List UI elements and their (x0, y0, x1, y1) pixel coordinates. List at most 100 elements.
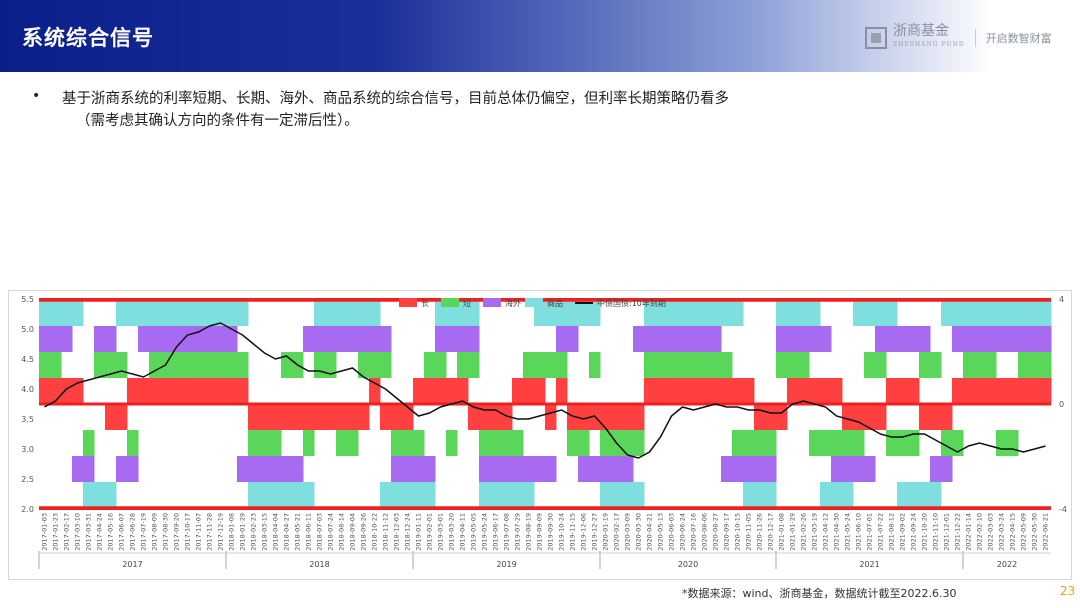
x-tick-label: 2018-08-14 (338, 513, 346, 551)
x-tick-label: 2018-04-27 (283, 513, 291, 551)
page-title: 系统综合信号 (22, 26, 154, 50)
signal-bar-overseas (237, 456, 249, 482)
signal-bar-short (842, 430, 854, 456)
signal-bar-long (259, 404, 271, 430)
signal-bar-short (985, 352, 997, 378)
signal-bar-overseas (380, 326, 392, 352)
x-tick-label: 2018-09-04 (349, 513, 357, 551)
x-tick-label: 2021-04-30 (833, 513, 841, 551)
signal-bar-short (644, 352, 656, 378)
signal-bar-short (369, 352, 381, 378)
x-tick-label: 2019-06-17 (492, 513, 500, 551)
signal-bar-commodity (820, 482, 832, 508)
data-source-footnote: *数据来源：wind、浙商基金，数据统计截至2022.6.30 (682, 587, 957, 600)
signal-bar-commodity (457, 300, 469, 326)
x-tick-label: 2019-02-01 (426, 513, 434, 551)
signal-bar-long (105, 404, 117, 430)
signal-bar-long (435, 378, 447, 404)
signal-bar-commodity (545, 300, 557, 326)
signal-bar-short (1007, 430, 1019, 456)
signal-bar-long (369, 378, 381, 404)
x-tick-label: 2021-07-01 (866, 513, 874, 551)
signal-bar-long (215, 378, 227, 404)
signal-bar-commodity (215, 300, 227, 326)
x-tick-label: 2020-06-24 (679, 513, 687, 551)
y-right-tick-label: 0 (1059, 400, 1064, 409)
signal-bar-overseas (303, 326, 315, 352)
signal-bar-short (336, 430, 348, 456)
signal-bar-long (556, 378, 568, 404)
signal-bar-overseas (732, 456, 744, 482)
signal-bar-long (666, 378, 678, 404)
signal-bar-long (831, 378, 843, 404)
signal-bar-overseas (721, 456, 733, 482)
signal-bar-overseas (963, 326, 975, 352)
signal-bar-overseas (787, 326, 799, 352)
signal-bar-long (50, 378, 62, 404)
signal-bar-overseas (853, 456, 865, 482)
signal-bar-commodity (974, 300, 986, 326)
signal-bar-long (182, 378, 194, 404)
signal-bar-commodity (237, 300, 249, 326)
x-tick-label: 2017-01-23 (52, 513, 60, 551)
signal-bar-overseas (391, 456, 403, 482)
logo-sub-text: ZHESHANG FUND (893, 41, 965, 48)
signal-bar-long (226, 378, 238, 404)
year-label: 2020 (678, 560, 698, 569)
signal-bar-short (193, 352, 205, 378)
signal-bar-commodity (116, 300, 128, 326)
x-tick-label: 2021-10-20 (921, 513, 929, 551)
x-tick-label: 2022-02-10 (976, 513, 984, 551)
signal-bar-commodity (512, 482, 524, 508)
brand-logo: 浙商基金 ZHESHANG FUND 开启数智财富 (865, 24, 1052, 52)
signal-bar-overseas (600, 456, 612, 482)
signal-bar-overseas (941, 456, 953, 482)
signal-bar-overseas (897, 326, 909, 352)
signal-bar-long (897, 378, 909, 404)
signal-bar-short (864, 352, 876, 378)
signal-bar-short (820, 430, 832, 456)
signal-bar-long (1029, 378, 1041, 404)
signal-bar-short (347, 430, 359, 456)
logo-slogan: 开启数智财富 (985, 32, 1052, 45)
signal-bar-short (39, 352, 51, 378)
signal-bar-overseas (171, 326, 183, 352)
x-tick-label: 2019-12-06 (580, 513, 588, 551)
signal-bar-overseas (633, 326, 645, 352)
signal-bar-short (402, 430, 414, 456)
signal-bar-short (853, 430, 865, 456)
signal-bar-overseas (1007, 326, 1019, 352)
signal-bar-commodity (468, 300, 480, 326)
signal-bar-short (688, 352, 700, 378)
y-tick-label: 4.5 (21, 355, 34, 364)
x-tick-label: 2019-04-11 (459, 513, 467, 551)
x-tick-label: 2021-08-12 (888, 513, 896, 551)
signal-bar-commodity (655, 300, 667, 326)
signal-bar-overseas (292, 456, 304, 482)
signal-bar-long (974, 378, 986, 404)
x-tick-label: 2021-11-10 (932, 513, 940, 551)
signal-chart: 2.0 2.5 3.0 3.5 4.0 4.5 5.0 5.5 4 0 -4 长 短 海外 商品 中债国债:1… (8, 290, 1072, 580)
signal-bar-long (325, 404, 337, 430)
signal-bar-commodity (589, 300, 601, 326)
signal-bar-short (413, 430, 425, 456)
signal-bar-commodity (127, 300, 139, 326)
signal-bar-short (303, 430, 315, 456)
x-tick-label: 2020-12-17 (767, 513, 775, 551)
legend-label: 中债国债:10年到期 (597, 298, 666, 308)
signal-bar-commodity (622, 482, 634, 508)
signal-bar-short (589, 352, 601, 378)
signal-bar-commodity (710, 300, 722, 326)
signal-bar-long (699, 378, 711, 404)
signal-bar-commodity (248, 482, 260, 508)
signal-bar-overseas (149, 326, 161, 352)
signal-bar-commodity (842, 482, 854, 508)
signal-bar-long (490, 404, 502, 430)
signal-bar-long (644, 378, 656, 404)
signal-bar-commodity (666, 300, 678, 326)
signal-bar-short (380, 352, 392, 378)
x-tick-label: 2020-08-27 (712, 513, 720, 551)
signal-bar-short (776, 352, 788, 378)
signal-bar-long (941, 404, 953, 430)
signal-bar-commodity (523, 482, 535, 508)
